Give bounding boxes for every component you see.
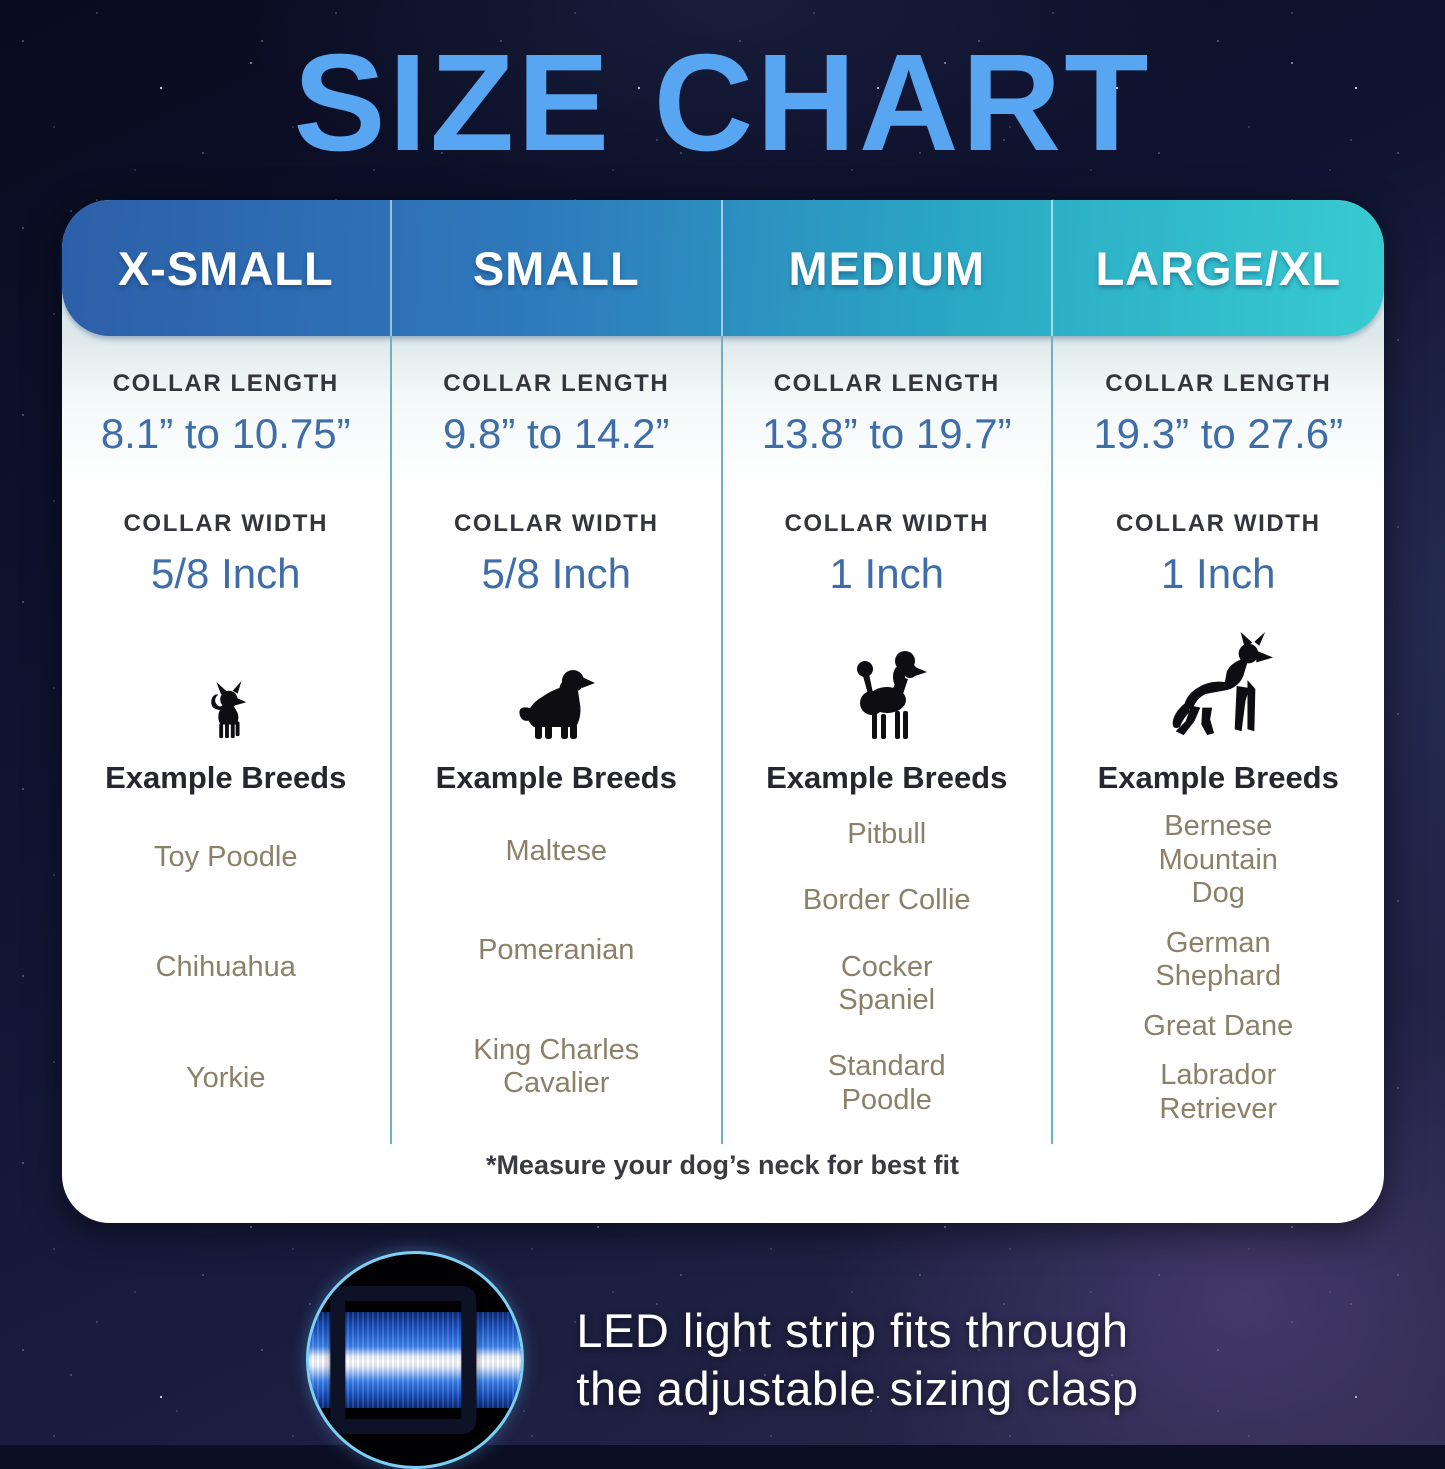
collar-length-label: COLLAR LENGTH: [1105, 370, 1332, 397]
example-breeds-label: Example Breeds: [105, 760, 347, 795]
size-header-row: X-SMALL SMALL MEDIUM LARGE/XL: [61, 200, 1384, 336]
breed-item: Bernese Mountain Dog: [1158, 809, 1278, 910]
callout-line-2: the adjustable sizing clasp: [576, 1362, 1139, 1415]
collar-length-label: COLLAR LENGTH: [773, 370, 1000, 397]
collar-width-value: 1 Inch: [1161, 550, 1276, 597]
collar-length-label: COLLAR LENGTH: [112, 370, 339, 397]
breed-item: Standard Poodle: [827, 1050, 946, 1117]
collar-width-label: COLLAR WIDTH: [123, 510, 328, 537]
collar-width-value: 5/8 Inch: [481, 550, 631, 597]
breed-item: Labrador Retriever: [1159, 1058, 1278, 1125]
page-title: SIZE CHART: [293, 26, 1152, 180]
collar-width-label: COLLAR WIDTH: [454, 510, 659, 537]
collar-length-value: 8.1” to 10.75”: [100, 410, 351, 457]
example-breeds-label: Example Breeds: [766, 760, 1008, 795]
size-table-body: COLLAR LENGTH 8.1” to 10.75” COLLAR WIDT…: [62, 336, 1384, 1144]
breed-list: Maltese Pomeranian King Charles Cavalier: [410, 802, 703, 1134]
breed-item: Chihuahua: [155, 951, 296, 984]
german-shepherd-icon: [1071, 620, 1366, 742]
breed-item: Pitbull: [847, 818, 927, 851]
size-chart-card: X-SMALL SMALL MEDIUM LARGE/XL COLLAR LEN…: [61, 200, 1384, 1223]
collar-length-label: COLLAR LENGTH: [443, 370, 670, 397]
breed-list: Bernese Mountain Dog German Shephard Gre…: [1071, 802, 1366, 1134]
collar-width-label: COLLAR WIDTH: [1116, 510, 1321, 537]
poodle-icon: [741, 620, 1034, 742]
column-small: COLLAR LENGTH 9.8” to 14.2” COLLAR WIDTH…: [392, 336, 723, 1144]
example-breeds-label: Example Breeds: [1097, 760, 1339, 795]
header-x-small: X-SMALL: [62, 200, 392, 336]
measure-footnote: *Measure your dog’s neck for best fit: [485, 1150, 960, 1180]
breed-list: Toy Poodle Chihuahua Yorkie: [80, 802, 373, 1134]
collar-width-label: COLLAR WIDTH: [784, 510, 989, 537]
breed-item: Cocker Spaniel: [838, 950, 936, 1017]
column-medium: COLLAR LENGTH 13.8” to 19.7” COLLAR WIDT…: [723, 336, 1053, 1144]
header-small: SMALL: [392, 200, 723, 336]
breed-item: King Charles Cavalier: [473, 1033, 640, 1100]
column-x-small: COLLAR LENGTH 8.1” to 10.75” COLLAR WIDT…: [62, 336, 392, 1144]
header-medium: MEDIUM: [723, 200, 1053, 336]
breed-item: Border Collie: [802, 884, 971, 917]
callout-text: LED light strip fits through the adjusta…: [576, 1302, 1138, 1419]
chihuahua-icon: [80, 620, 373, 742]
collar-length-value: 13.8” to 19.7”: [761, 410, 1012, 457]
collar-length-value: 19.3” to 27.6”: [1093, 410, 1344, 457]
sizing-clasp: [330, 1286, 477, 1434]
collar-width-value: 1 Inch: [829, 550, 944, 597]
cavalier-spaniel-icon: [410, 620, 703, 742]
breed-item: Toy Poodle: [154, 840, 298, 873]
column-large-xl: COLLAR LENGTH 19.3” to 27.6” COLLAR WIDT…: [1053, 336, 1384, 1144]
callout-line-1: LED light strip fits through: [576, 1303, 1129, 1357]
led-callout: LED light strip fits through the adjusta…: [0, 1251, 1445, 1469]
breed-item: Great Dane: [1143, 1009, 1294, 1042]
breed-item: German Shephard: [1155, 926, 1282, 993]
breed-item: Yorkie: [185, 1061, 266, 1094]
header-large-xl: LARGE/XL: [1095, 241, 1342, 295]
breed-list: Pitbull Border Collie Cocker Spaniel Sta…: [741, 802, 1034, 1134]
breed-item: Pomeranian: [478, 934, 635, 967]
collar-clasp-photo: [306, 1251, 525, 1469]
breed-item: Maltese: [505, 834, 608, 867]
example-breeds-label: Example Breeds: [435, 760, 677, 795]
collar-length-value: 9.8” to 14.2”: [443, 410, 670, 457]
collar-width-value: 5/8 Inch: [151, 550, 301, 597]
